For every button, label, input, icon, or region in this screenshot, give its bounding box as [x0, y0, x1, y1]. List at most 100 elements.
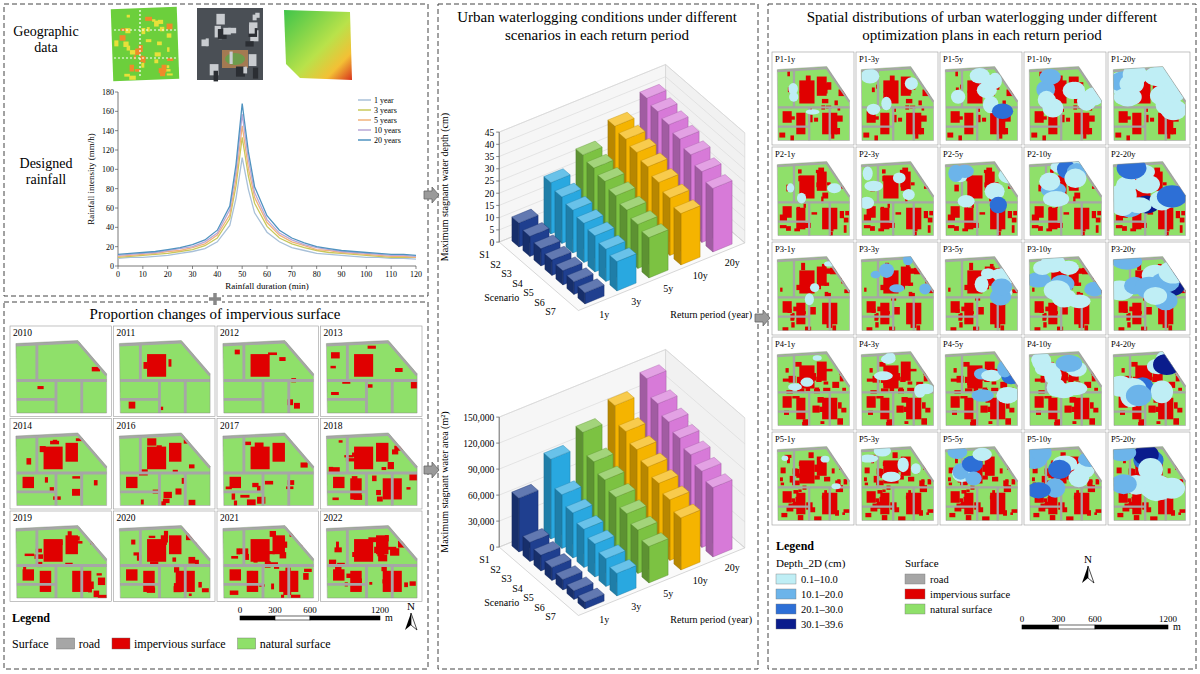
y-tick-label: 60 [106, 204, 114, 213]
x-tick [118, 266, 119, 269]
impervious-surface [303, 573, 308, 580]
x-tick-label: 10 [139, 270, 147, 279]
impervious-surface [804, 289, 809, 292]
x-tick [316, 266, 317, 269]
road [326, 527, 388, 530]
road [262, 566, 265, 598]
impervious-surface [195, 560, 199, 565]
impervious-surface [1115, 133, 1121, 138]
impervious-surface [870, 226, 875, 231]
legend-label: natural surface [260, 637, 331, 651]
impervious-surface [783, 301, 792, 313]
site-map [861, 66, 934, 141]
impervious-surface [915, 133, 918, 138]
road [1030, 410, 1061, 412]
scale-unit: m [385, 612, 393, 623]
impervious-surface [362, 548, 365, 553]
road [181, 527, 210, 560]
impervious-surface [999, 411, 1002, 418]
road [287, 381, 290, 413]
satellite-building [245, 41, 253, 46]
y-tick [115, 227, 118, 228]
impervious-surface [352, 453, 358, 457]
impervious-surface [959, 322, 962, 327]
impervious-surface [844, 225, 847, 233]
map-cell [217, 326, 319, 417]
road [808, 392, 810, 425]
waterlogging [958, 195, 975, 208]
impervious-surface [1039, 309, 1043, 313]
road [16, 435, 78, 438]
impervious-surface [842, 272, 847, 275]
impervious-surface [131, 540, 135, 545]
impervious-surface [911, 182, 915, 185]
impervious-surface [270, 531, 276, 537]
category-label: S1 [479, 249, 490, 260]
road [16, 342, 78, 345]
impervious-surface [978, 307, 984, 315]
impervious-surface [948, 288, 950, 292]
impervious-surface [141, 500, 144, 505]
bar-top [608, 392, 634, 406]
impervious-surface [253, 558, 257, 563]
scale-segment [240, 616, 275, 620]
impervious-surface [818, 397, 824, 403]
impervious-surface [964, 113, 973, 135]
impervious-surface [231, 556, 238, 559]
bar [578, 588, 604, 609]
impervious-surface [235, 350, 240, 355]
back-wall [499, 65, 665, 243]
road [224, 583, 263, 586]
impervious-surface [164, 492, 172, 498]
map-label: P1-1y [775, 54, 796, 64]
road [829, 202, 831, 235]
x-tick-label: 80 [313, 270, 321, 279]
map-label: P1-3y [859, 54, 880, 64]
impervious-surface [230, 477, 241, 488]
impervious-surface [921, 418, 927, 424]
road [793, 165, 795, 202]
natural-surface [326, 526, 417, 599]
site-outline [861, 67, 933, 141]
impervious-surface [1076, 283, 1081, 286]
impervious-surface [1068, 377, 1073, 382]
rainfall-line [118, 137, 416, 257]
map-cell [856, 242, 938, 335]
bar-side [706, 182, 713, 252]
x-tick [192, 266, 193, 269]
bar-side [599, 243, 606, 281]
waterlogging [991, 278, 1012, 295]
impervious-surface [1123, 309, 1127, 313]
impervious-surface [881, 207, 884, 210]
landuse-cell [120, 35, 126, 41]
site-outline [16, 341, 107, 414]
site-outline [1113, 257, 1185, 331]
floor [499, 480, 745, 616]
section-label: Designedrainfall [20, 156, 73, 187]
waterlogging [1044, 366, 1062, 385]
bar-top [651, 390, 677, 404]
impervious-surface [780, 215, 787, 221]
road [17, 472, 107, 475]
map-cell [772, 242, 854, 335]
legend-label: 20 years [374, 136, 401, 145]
site-map [777, 162, 850, 238]
road [120, 490, 159, 493]
impervious-surface [271, 584, 274, 590]
impervious-surface [926, 272, 931, 275]
impervious-surface [872, 87, 875, 92]
map-label: P3-3y [859, 244, 880, 254]
impervious-surface [1142, 366, 1145, 371]
impervious-surface [356, 555, 362, 558]
impervious-surface [376, 490, 381, 495]
site-outline [223, 526, 314, 599]
bar-top [512, 484, 538, 498]
impervious-surface [877, 307, 883, 312]
y-tick-label: 0 [110, 262, 114, 271]
y-tick-label: 80 [106, 185, 114, 194]
impervious-surface [1012, 218, 1017, 223]
impervious-surface [895, 373, 900, 381]
impervious-surface [888, 204, 890, 208]
waterlogging [879, 263, 894, 278]
road [365, 566, 368, 598]
